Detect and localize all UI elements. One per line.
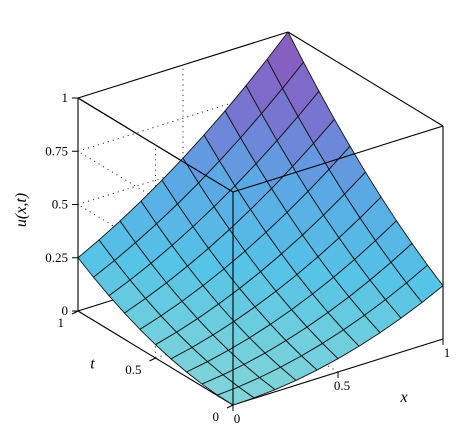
z-tick-label: 0.75 — [45, 143, 68, 158]
x-tick-label: 0 — [234, 411, 241, 426]
y-tick — [149, 357, 156, 362]
grid-line — [77, 84, 289, 152]
z-tick-label: 1 — [62, 90, 69, 105]
grid-line — [77, 204, 234, 299]
box-edge — [287, 31, 444, 127]
box-edge — [77, 97, 234, 193]
box-edge — [77, 31, 289, 99]
front-box-edges — [77, 97, 444, 405]
x-axis-label: x — [399, 389, 407, 406]
tick-marks — [71, 97, 444, 411]
z-axis-label: u(x,t) — [13, 193, 30, 227]
y-tick — [226, 404, 234, 409]
surface-mesh — [77, 31, 444, 406]
surface-facet — [217, 386, 255, 406]
z-tick-label: 0 — [62, 303, 69, 318]
t-axis-label: t — [90, 356, 95, 373]
grid-line — [77, 150, 234, 246]
z-tick-label: 0.5 — [52, 197, 68, 212]
t-tick-label: 1 — [58, 315, 65, 330]
box-edge — [232, 125, 444, 193]
t-tick-label: 0 — [213, 409, 220, 424]
x-tick-label: 0.5 — [334, 378, 350, 393]
x-tick-label: 1 — [444, 345, 451, 360]
z-tick-label: 0.25 — [45, 250, 68, 265]
t-tick-label: 0.5 — [125, 362, 141, 377]
